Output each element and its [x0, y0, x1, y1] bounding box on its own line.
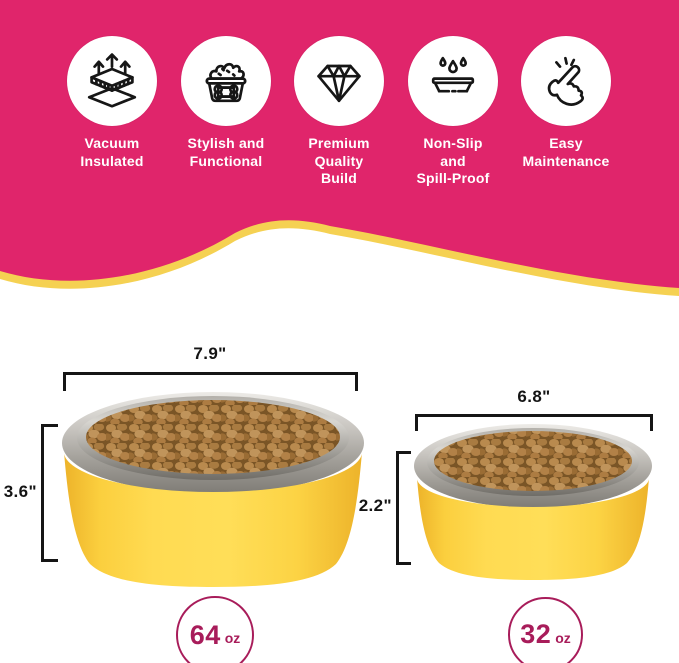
capacity-unit: oz [555, 629, 571, 646]
feature-label: Non-Slip and Spill-Proof [416, 135, 490, 186]
capacity-badge-large: 64 oz [176, 596, 254, 663]
large-height-tick-top [41, 424, 58, 427]
large-bowl-photo [62, 392, 364, 587]
small-width-tick-left [415, 414, 418, 431]
feature-label: Easy Maintenance [522, 135, 610, 169]
small-width-line [415, 414, 653, 417]
large-height-line [41, 424, 44, 562]
feature-easy-maintenance: Easy Maintenance [506, 36, 626, 170]
capacity-badge-small: 32 oz [508, 597, 583, 663]
vacuum-insulated-icon [87, 53, 137, 108]
large-width-label: 7.9" [193, 344, 227, 363]
pink-wave-background [0, 0, 679, 296]
non-slip-spill-proof-icon [431, 56, 475, 93]
wave-pink-fill [0, 0, 679, 288]
feature-label: Stylish and Functional [187, 135, 265, 169]
small-height-tick-top [396, 451, 411, 454]
small-bowl-photo [414, 424, 652, 580]
capacity-unit: oz [224, 630, 241, 646]
feature-premium-quality: Premium Quality Build [279, 36, 399, 188]
feature-icon-circle [181, 36, 271, 126]
large-width-line [63, 372, 358, 375]
large-height-tick-bottom [41, 559, 58, 562]
feature-label: Premium Quality Build [308, 135, 370, 186]
large-width-tick-left [63, 372, 66, 391]
feature-icon-circle [521, 36, 611, 126]
feature-icon-circle [294, 36, 384, 126]
easy-maintenance-icon [547, 56, 584, 106]
feature-stylish-functional: Stylish and Functional [166, 36, 286, 170]
yellow-body [64, 452, 362, 587]
feature-icon-circle [67, 36, 157, 126]
feature-icon-circle [408, 36, 498, 126]
feature-non-slip: Non-Slip and Spill-Proof [393, 36, 513, 188]
premium-quality-icon [317, 64, 361, 103]
small-height-label: 2.2" [358, 496, 392, 515]
large-width-tick-right [355, 372, 358, 391]
capacity-value: 64 [189, 619, 221, 650]
kibble-fill [86, 400, 340, 474]
large-height-label: 3.6" [3, 482, 37, 501]
small-width-tick-right [650, 414, 653, 431]
feature-label: Vacuum Insulated [80, 135, 144, 169]
stylish-functional-icon [205, 62, 247, 103]
small-height-tick-bottom [396, 562, 411, 565]
feature-vacuum-insulated: Vacuum Insulated [52, 36, 172, 170]
small-width-label: 6.8" [517, 387, 551, 406]
capacity-value: 32 [520, 619, 552, 649]
kibble-fill [434, 431, 632, 491]
small-height-line [396, 451, 399, 565]
yellow-body [417, 478, 649, 580]
